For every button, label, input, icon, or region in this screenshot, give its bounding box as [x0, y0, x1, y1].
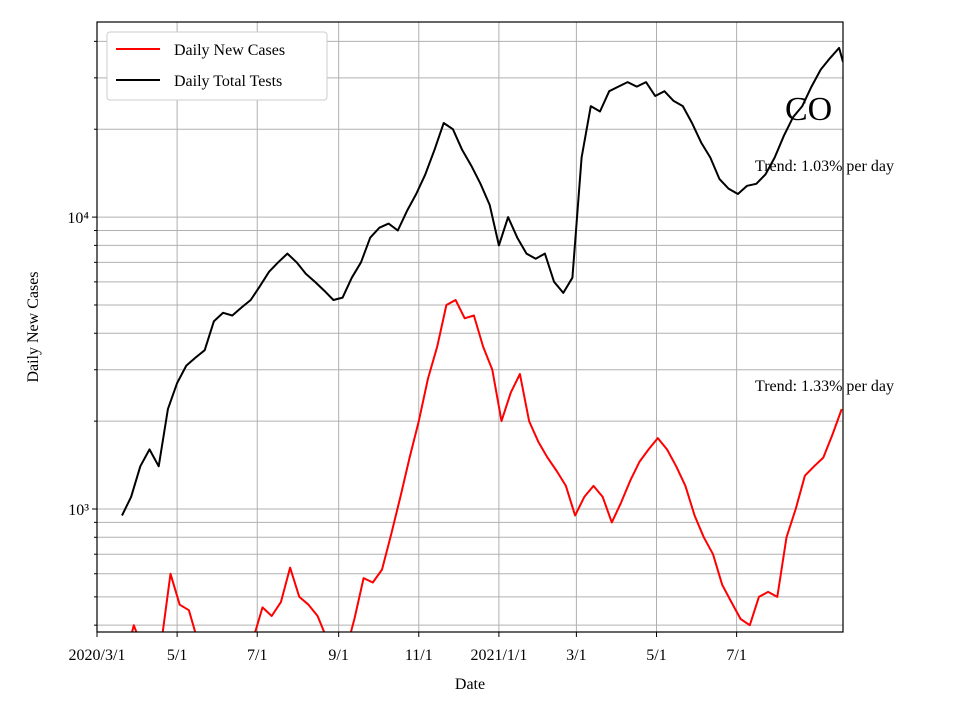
x-tick-label: 7/1: [247, 647, 267, 664]
annotation: Trend: 1.03% per day: [755, 158, 894, 175]
legend-label: Daily Total Tests: [174, 73, 282, 90]
legend-box: [106, 31, 328, 101]
x-tick-label: 3/1: [566, 647, 586, 664]
y-axis-label: Daily New Cases: [25, 271, 42, 382]
grid: [96, 22, 843, 632]
annotation: CO: [785, 91, 832, 128]
x-tick-label: 5/1: [646, 647, 666, 664]
x-tick-label: 9/1: [328, 647, 348, 664]
y-tick-label: 10³: [68, 502, 89, 519]
x-tick-label: 11/1: [405, 647, 433, 664]
x-tick-label: 2021/1/1: [470, 647, 527, 664]
plot-lines: [121, 46, 843, 632]
y-tick-label: 10⁴: [67, 210, 89, 227]
plot-frame: [96, 21, 844, 633]
series-line: [121, 46, 843, 516]
x-axis-label: Date: [455, 676, 485, 693]
x-tick-label: 5/1: [167, 647, 187, 664]
x-tick-label: 7/1: [726, 647, 746, 664]
x-tick-label: 2020/3/1: [69, 647, 126, 664]
legend: Daily New Cases Daily Total Tests: [106, 31, 328, 101]
ticks: 2020/3/1 5/1 7/1 9/1 11/1 2021/1/1 3/1 5/1 7/1 10…: [67, 40, 747, 664]
series-line: [131, 299, 843, 632]
legend-label: Daily New Cases: [174, 42, 285, 59]
annotation: Trend: 1.33% per day: [755, 378, 894, 395]
